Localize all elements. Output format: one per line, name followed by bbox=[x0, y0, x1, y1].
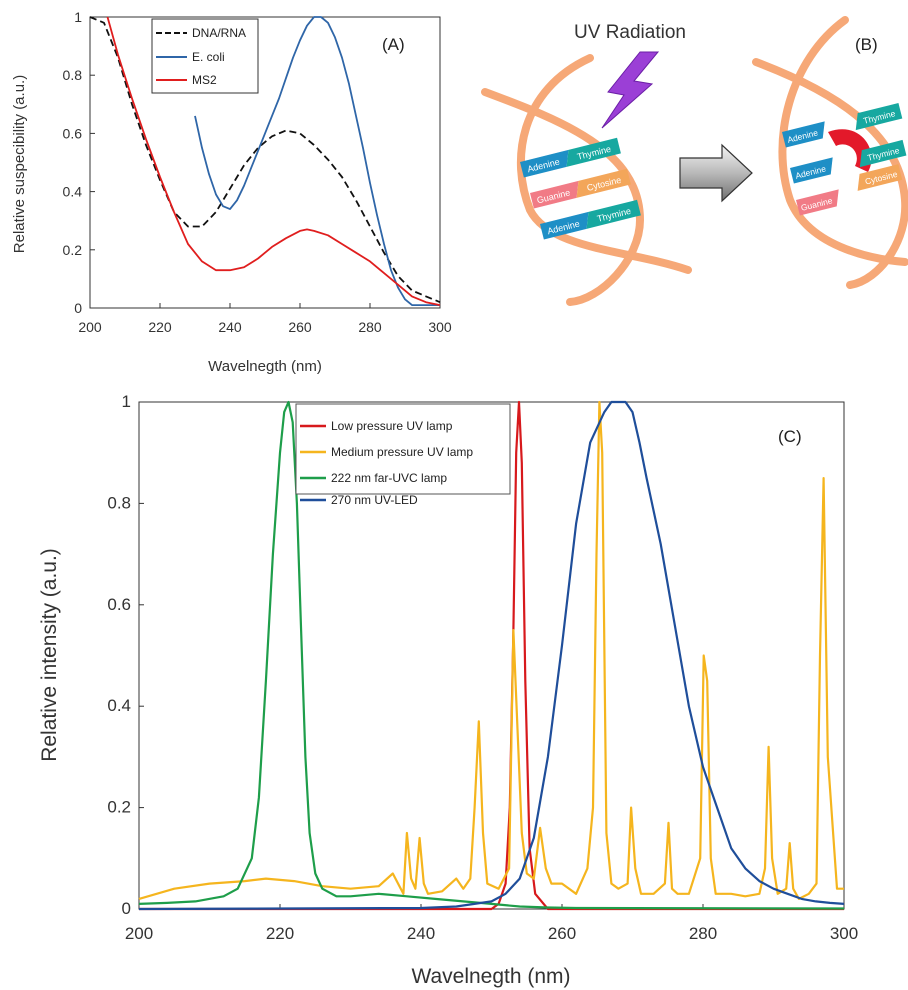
y-tick-label: 0.2 bbox=[63, 242, 83, 258]
chart-a: 200 220 240 260 280 300 0 0.2 0.4 0.6 0.8 1 Wavelne… bbox=[11, 9, 452, 375]
y-tick-label: 0 bbox=[74, 300, 82, 316]
x-tick-label: 240 bbox=[218, 319, 242, 335]
y-tick-label: 0.2 bbox=[107, 798, 131, 817]
x-tick-label: 200 bbox=[78, 319, 102, 335]
legend-label-medium-pressure: Medium pressure UV lamp bbox=[331, 445, 473, 459]
x-tick-label: 220 bbox=[266, 924, 294, 943]
base-adenine bbox=[520, 149, 569, 178]
chart-c-legend: Low pressure UV lamp Medium pressure UV … bbox=[295, 403, 511, 507]
base-pair-top: Adenine Thymine bbox=[782, 102, 903, 148]
base-pair-3: Adenine Thymine bbox=[540, 199, 641, 240]
dna-backbone-strand-2 bbox=[778, 16, 908, 266]
base-pair-bottom: Guanine Cytosine bbox=[796, 164, 903, 216]
x-tick-label: 280 bbox=[689, 924, 717, 943]
base-cytosine bbox=[576, 168, 631, 198]
dimer-label: Dimer bbox=[838, 147, 856, 173]
dna-backbone-strand-1 bbox=[481, 88, 645, 306]
x-tick-label: 200 bbox=[125, 924, 153, 943]
series-line-dna-rna bbox=[89, 16, 441, 304]
diagram-b: UV Radiation (B) Adenine Thymine Guanine… bbox=[481, 16, 908, 306]
base-thymine bbox=[855, 102, 903, 131]
series-line-222-nm-far-uvc-lamp bbox=[138, 400, 845, 910]
series-line-e-coli bbox=[194, 16, 440, 307]
y-tick-label: 0.8 bbox=[63, 67, 83, 83]
base-pair-2: Guanine Cytosine bbox=[530, 168, 631, 209]
transition-arrow-icon bbox=[679, 143, 753, 203]
base-guanine bbox=[796, 189, 839, 216]
base-pair-middle: Adenine Thymine bbox=[790, 139, 907, 184]
base-cytosine bbox=[857, 164, 903, 191]
dna-backbone-strand-1 bbox=[752, 58, 908, 289]
x-tick-label: 220 bbox=[148, 319, 172, 335]
dna-backbone-strand-2 bbox=[516, 54, 692, 274]
chart-c-panel-label: (C) bbox=[778, 427, 802, 446]
x-tick-label: 260 bbox=[548, 924, 576, 943]
legend-label-ms2: MS2 bbox=[192, 73, 217, 87]
base-thymine bbox=[859, 139, 907, 168]
dna-helix-before: Adenine Thymine Guanine Cytosine Adenine… bbox=[481, 54, 692, 306]
x-tick-label: 300 bbox=[428, 319, 452, 335]
chart-c-ylabel: Relative intensity (a.u.) bbox=[38, 548, 61, 762]
base-adenine bbox=[790, 157, 833, 184]
y-tick-label: 0.4 bbox=[107, 696, 131, 715]
x-tick-label: 260 bbox=[288, 319, 312, 335]
base-adenine bbox=[782, 121, 825, 148]
series-line-270-nm-uv-led bbox=[138, 400, 845, 911]
base-adenine bbox=[540, 211, 589, 240]
y-tick-label: 0.6 bbox=[107, 595, 131, 614]
legend-label-far-uvc: 222 nm far-UVC lamp bbox=[331, 471, 447, 485]
legend-label-dna-rna: DNA/RNA bbox=[192, 26, 246, 40]
x-tick-label: 280 bbox=[358, 319, 382, 335]
diagram-b-panel-label: (B) bbox=[855, 35, 878, 54]
y-tick-label: 0.4 bbox=[63, 184, 83, 200]
legend-label-e-coli: E. coli bbox=[192, 50, 225, 64]
x-tick-label: 240 bbox=[407, 924, 435, 943]
dna-helix-after: Adenine Thymine Dimer Adenine Thymine Gu… bbox=[752, 16, 908, 289]
series-line-medium-pressure-uv-lamp bbox=[138, 400, 844, 901]
lightning-icon bbox=[601, 51, 660, 129]
chart-a-xlabel: Wavelnegth (nm) bbox=[208, 358, 322, 375]
base-pair-1: Adenine Thymine bbox=[520, 137, 621, 178]
chart-a-plot-area bbox=[89, 16, 441, 309]
series-line-ms2 bbox=[106, 16, 441, 306]
chart-a-ylabel: Relative suspecibility (a.u.) bbox=[11, 75, 28, 253]
chart-c-xlabel: Wavelnegth (nm) bbox=[411, 965, 570, 988]
y-tick-label: 0.6 bbox=[63, 125, 83, 141]
y-tick-label: 0 bbox=[122, 899, 131, 918]
y-tick-label: 1 bbox=[74, 9, 82, 25]
base-guanine bbox=[530, 180, 579, 209]
y-tick-label: 1 bbox=[122, 392, 131, 411]
chart-a-legend: DNA/RNA E. coli MS2 bbox=[151, 18, 259, 94]
y-tick-label: 0.8 bbox=[107, 493, 131, 512]
chart-c: 200 220 240 260 280 300 0 0.2 0.4 0.6 0.8 1 Wavelne… bbox=[38, 392, 858, 988]
legend-label-uv-led: 270 nm UV-LED bbox=[331, 493, 418, 507]
uv-radiation-title: UV Radiation bbox=[574, 22, 686, 43]
x-tick-label: 300 bbox=[830, 924, 858, 943]
chart-a-panel-label: (A) bbox=[382, 35, 405, 54]
series-line-low-pressure-uv-lamp bbox=[139, 400, 844, 911]
chart-c-legend-box bbox=[295, 403, 511, 495]
base-thymine bbox=[586, 199, 641, 229]
base-thymine bbox=[566, 137, 621, 167]
legend-label-low-pressure: Low pressure UV lamp bbox=[331, 419, 453, 433]
